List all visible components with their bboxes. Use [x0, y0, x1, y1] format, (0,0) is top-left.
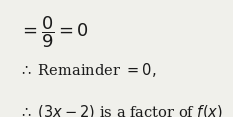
Text: $= \dfrac{0}{9} = 0$: $= \dfrac{0}{9} = 0$: [19, 14, 89, 50]
Text: $\therefore\;$Remainder $= 0,$: $\therefore\;$Remainder $= 0,$: [19, 61, 156, 79]
Text: $\therefore\;(3x - 2)$ is a factor of $f(x)$: $\therefore\;(3x - 2)$ is a factor of $f…: [19, 103, 223, 117]
